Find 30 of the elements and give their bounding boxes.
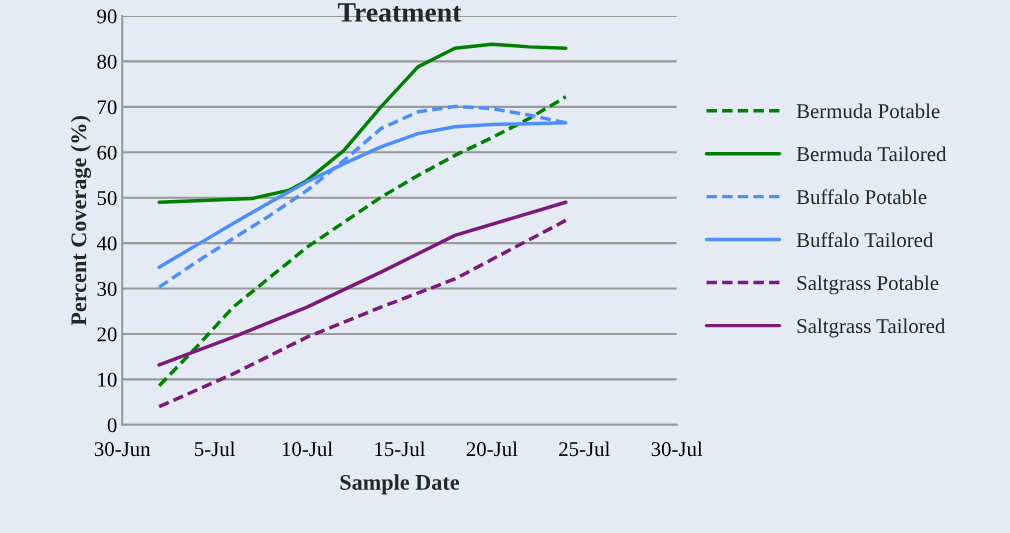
y-tick-label: 70 <box>97 100 117 115</box>
y-tick-label: 10 <box>98 372 117 387</box>
y-tick-label: 0 <box>107 418 117 433</box>
line-series <box>157 200 568 367</box>
y-axis-title: Percent Coverage (%) <box>70 116 91 326</box>
y-tick-label: 50 <box>97 191 117 206</box>
y-tick-label: 60 <box>97 145 117 160</box>
line-series <box>157 42 568 204</box>
x-axis-title: Sample Date <box>340 474 460 495</box>
x-tick-label: 20-Jul <box>466 441 518 457</box>
legend-label: Buffalo Potable <box>796 189 927 205</box>
y-tick-label: 80 <box>97 54 117 69</box>
x-tick-label: 10-Jul <box>282 441 333 457</box>
x-tick-label: 30-Jul <box>651 441 703 457</box>
y-tick-label: 40 <box>96 236 117 251</box>
line-series <box>157 218 568 409</box>
y-tick-label: 20 <box>97 327 117 342</box>
legend-label: Saltgrass Tailored <box>797 318 946 338</box>
x-tick-label: 30-Jun <box>94 442 151 457</box>
line-series <box>157 95 568 388</box>
legend-label: Bermuda Potable <box>796 103 940 119</box>
x-tick-label: 5-Jul <box>195 441 236 457</box>
legend-label: Bermuda Tailored <box>796 146 947 162</box>
x-tick-label: 15-Jul <box>375 441 426 457</box>
legend-label: Saltgrass Potable <box>797 275 939 295</box>
x-tick-label: 25-Jul <box>559 441 610 457</box>
y-tick-label: 30 <box>97 281 117 296</box>
chart-title: Treatment <box>337 3 462 22</box>
legend-label: Buffalo Tailored <box>796 232 934 248</box>
y-tick-label: 90 <box>97 9 117 24</box>
